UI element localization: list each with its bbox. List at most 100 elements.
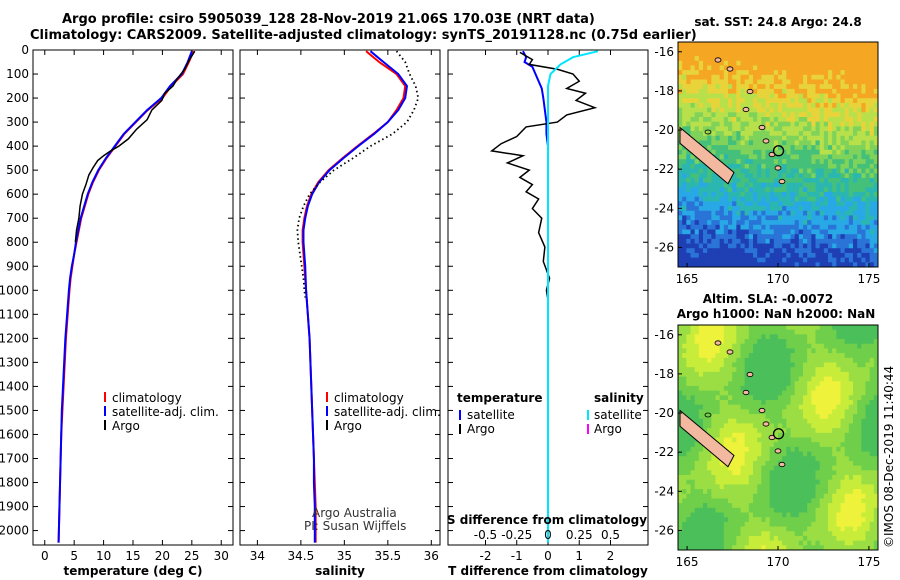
map-cell	[703, 521, 708, 528]
map-cell	[865, 196, 871, 202]
map-cell	[811, 423, 816, 429]
map-cell	[857, 400, 862, 406]
map-cell	[748, 503, 754, 509]
map-cell	[844, 121, 850, 127]
map-cell	[698, 159, 704, 165]
map-cell	[682, 404, 687, 410]
map-cell	[748, 121, 754, 127]
map-cell	[736, 84, 741, 90]
map-cell	[848, 531, 854, 537]
map-cell	[794, 93, 800, 99]
map-cell	[794, 395, 800, 401]
map-cell	[778, 126, 783, 132]
map-cell	[719, 74, 725, 80]
map-cell	[848, 51, 854, 57]
map-cell	[723, 215, 729, 221]
map-cell	[819, 224, 825, 230]
map-cell	[811, 418, 816, 424]
map-cell	[857, 395, 862, 401]
map-cell	[840, 535, 846, 542]
map-cell	[853, 56, 858, 62]
map-cell	[694, 238, 700, 245]
map-cell	[698, 70, 704, 76]
map-cell	[744, 117, 750, 123]
map-cell	[732, 400, 737, 406]
top-tick-label: -0.25	[501, 528, 532, 542]
map-cell	[732, 442, 737, 448]
map-cell	[840, 248, 846, 254]
map-cell	[828, 210, 833, 216]
map-cell	[707, 456, 712, 462]
map-cell	[740, 121, 746, 127]
map-cell	[736, 367, 741, 373]
map-cell	[694, 325, 700, 331]
map-cell	[782, 489, 787, 495]
map-cell	[786, 432, 791, 438]
map-cell	[690, 367, 696, 373]
map-cell	[686, 131, 691, 137]
map-cell	[728, 517, 733, 523]
island-outline	[704, 412, 712, 418]
map-cell	[682, 465, 687, 471]
map-cell	[782, 325, 787, 331]
map-x-tick-label: 170	[767, 555, 790, 569]
map-cell	[790, 432, 796, 438]
map-cell	[803, 182, 808, 188]
map-cell	[703, 498, 708, 504]
map-cell	[761, 159, 766, 165]
map-cell	[736, 98, 741, 104]
map-cell	[807, 79, 812, 85]
map-cell	[844, 418, 850, 424]
map-cell	[865, 102, 871, 109]
map-cell	[811, 117, 816, 123]
map-cell	[798, 357, 804, 363]
map-cell	[707, 145, 712, 151]
map-cell	[803, 210, 808, 216]
map-cell	[807, 343, 812, 349]
map-cell	[840, 98, 846, 104]
map-cell	[848, 70, 854, 76]
map-cell	[794, 215, 800, 221]
map-cell	[807, 131, 812, 137]
map-cell	[786, 470, 791, 476]
map-cell	[790, 248, 796, 254]
map-cell	[815, 182, 821, 188]
map-cell	[761, 243, 766, 249]
map-cell	[865, 353, 871, 359]
map-cell	[723, 79, 729, 85]
map-cell	[757, 206, 762, 212]
map-cell	[715, 248, 721, 254]
map-cell	[857, 206, 862, 212]
map-cell	[798, 201, 804, 207]
map-cell	[828, 121, 833, 127]
map-cell	[711, 98, 716, 104]
map-cell	[678, 149, 683, 155]
map-cell	[728, 220, 733, 226]
map-cell	[765, 177, 771, 184]
map-cell	[728, 215, 733, 221]
map-cell	[819, 456, 825, 462]
map-cell	[715, 348, 721, 354]
map-cell	[782, 465, 787, 471]
map-cell	[861, 409, 866, 415]
map-cell	[873, 201, 879, 207]
map-cell	[807, 42, 812, 48]
map-cell	[765, 339, 771, 345]
map-cell	[832, 334, 837, 340]
map-cell	[832, 376, 837, 382]
map-cell	[719, 192, 725, 198]
map-cell	[748, 357, 754, 363]
map-cell	[769, 376, 775, 382]
map-cell	[798, 159, 804, 165]
map-cell	[790, 74, 796, 80]
map-cell	[865, 385, 871, 392]
map-cell	[703, 512, 708, 518]
map-cell	[753, 348, 758, 354]
title-line-2: Climatology: CARS2009. Satellite-adjuste…	[30, 28, 697, 43]
map-cell	[740, 98, 746, 104]
map-cell	[765, 535, 771, 542]
map-cell	[778, 79, 783, 85]
map-cell	[869, 168, 875, 174]
map-cell	[823, 60, 829, 66]
map-cell	[823, 507, 829, 513]
